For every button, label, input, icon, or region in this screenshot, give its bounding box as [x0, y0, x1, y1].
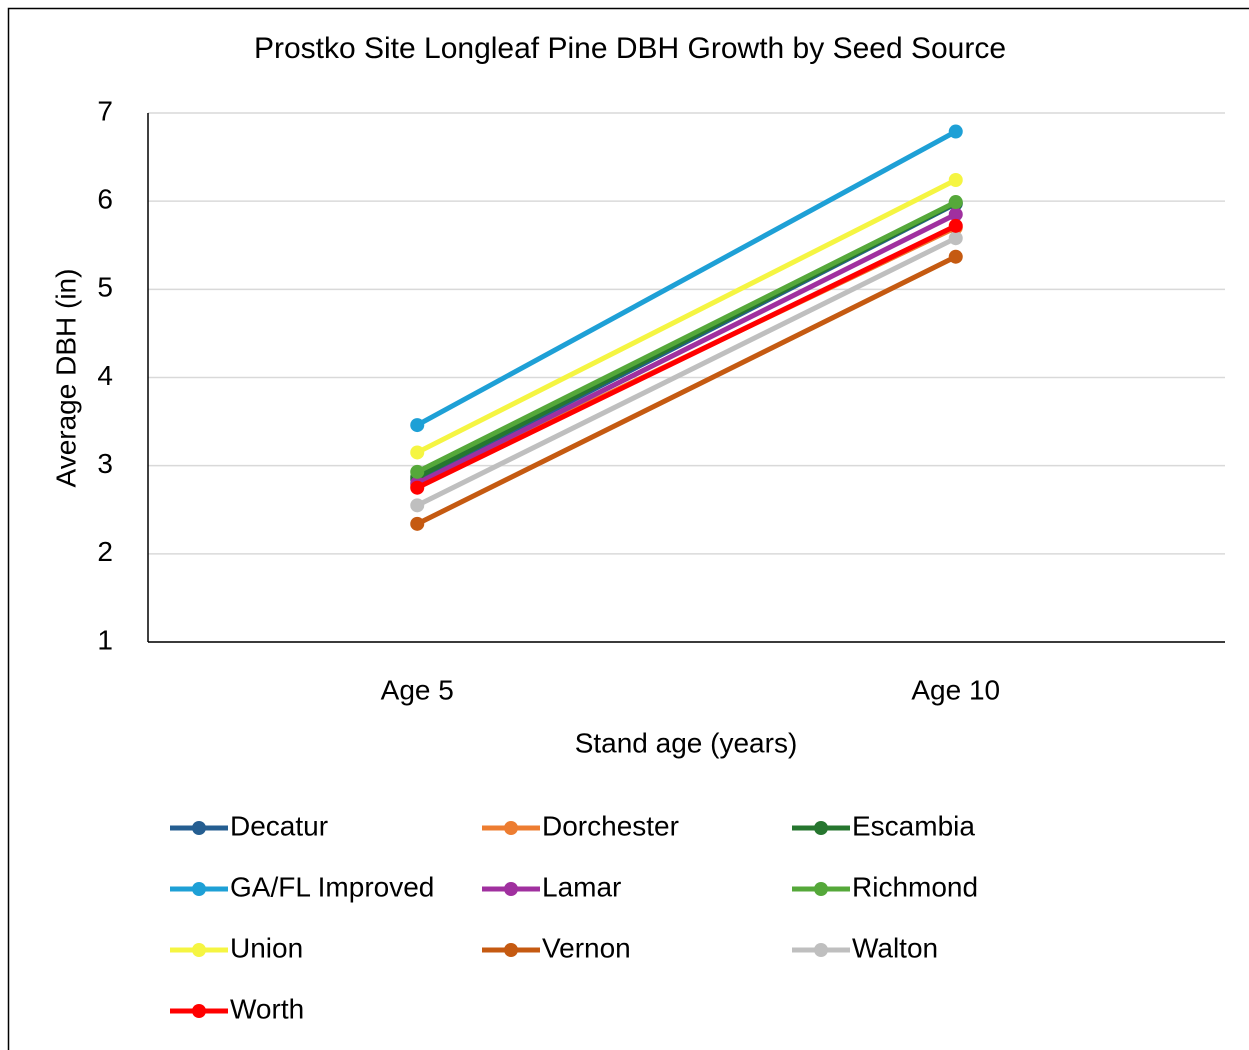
legend-label: GA/FL Improved: [230, 871, 434, 902]
legend-marker: [192, 882, 206, 896]
data-point: [410, 464, 425, 479]
series-line: [416, 212, 957, 486]
y-tick-label: 7: [97, 95, 113, 126]
legend-marker: [814, 821, 828, 835]
data-point: [948, 218, 963, 233]
legend-label: Walton: [852, 932, 938, 963]
y-tick-label: 2: [97, 536, 113, 567]
series-line: [416, 254, 957, 527]
legend-marker: [814, 943, 828, 957]
y-axis-title: Average DBH (in): [50, 269, 81, 488]
chart-border: [7, 7, 1249, 1050]
data-point: [948, 249, 963, 264]
series-line: [416, 199, 957, 475]
data-point: [410, 516, 425, 531]
legend-marker: [504, 882, 518, 896]
data-point: [948, 207, 963, 222]
legend-marker: [192, 943, 206, 957]
series-line: [416, 177, 957, 455]
data-point: [948, 124, 963, 139]
y-tick-label: 1: [97, 624, 113, 655]
legend-marker: [814, 882, 828, 896]
y-tick-label: 5: [97, 272, 113, 303]
data-point: [410, 498, 425, 513]
y-tick-label: 4: [97, 360, 113, 391]
legend-label: Vernon: [542, 932, 631, 963]
legend-label: Worth: [230, 993, 304, 1024]
x-axis-title: Stand age (years): [575, 727, 798, 758]
data-point: [948, 173, 963, 188]
series-line: [416, 129, 957, 428]
chart-title: Prostko Site Longleaf Pine DBH Growth by…: [254, 32, 1006, 65]
data-point: [410, 480, 425, 495]
data-point: [410, 418, 425, 433]
series-line: [416, 235, 957, 508]
legend-label: Richmond: [852, 871, 978, 902]
legend-label: Union: [230, 932, 303, 963]
data-point: [948, 231, 963, 246]
data-point: [948, 195, 963, 210]
y-tick-label: 3: [97, 448, 113, 479]
series-line: [416, 223, 957, 490]
x-tick-label: Age 5: [381, 674, 454, 705]
legend-marker: [504, 943, 518, 957]
legend-label: Escambia: [852, 810, 975, 841]
y-tick-label: 6: [97, 184, 113, 215]
legend-marker: [192, 821, 206, 835]
legend-label: Dorchester: [542, 810, 679, 841]
legend-marker: [504, 821, 518, 835]
legend-label: Decatur: [230, 810, 328, 841]
legend-label: Lamar: [542, 871, 621, 902]
x-tick-label: Age 10: [911, 674, 1000, 705]
data-point: [410, 445, 425, 460]
legend-marker: [192, 1004, 206, 1018]
